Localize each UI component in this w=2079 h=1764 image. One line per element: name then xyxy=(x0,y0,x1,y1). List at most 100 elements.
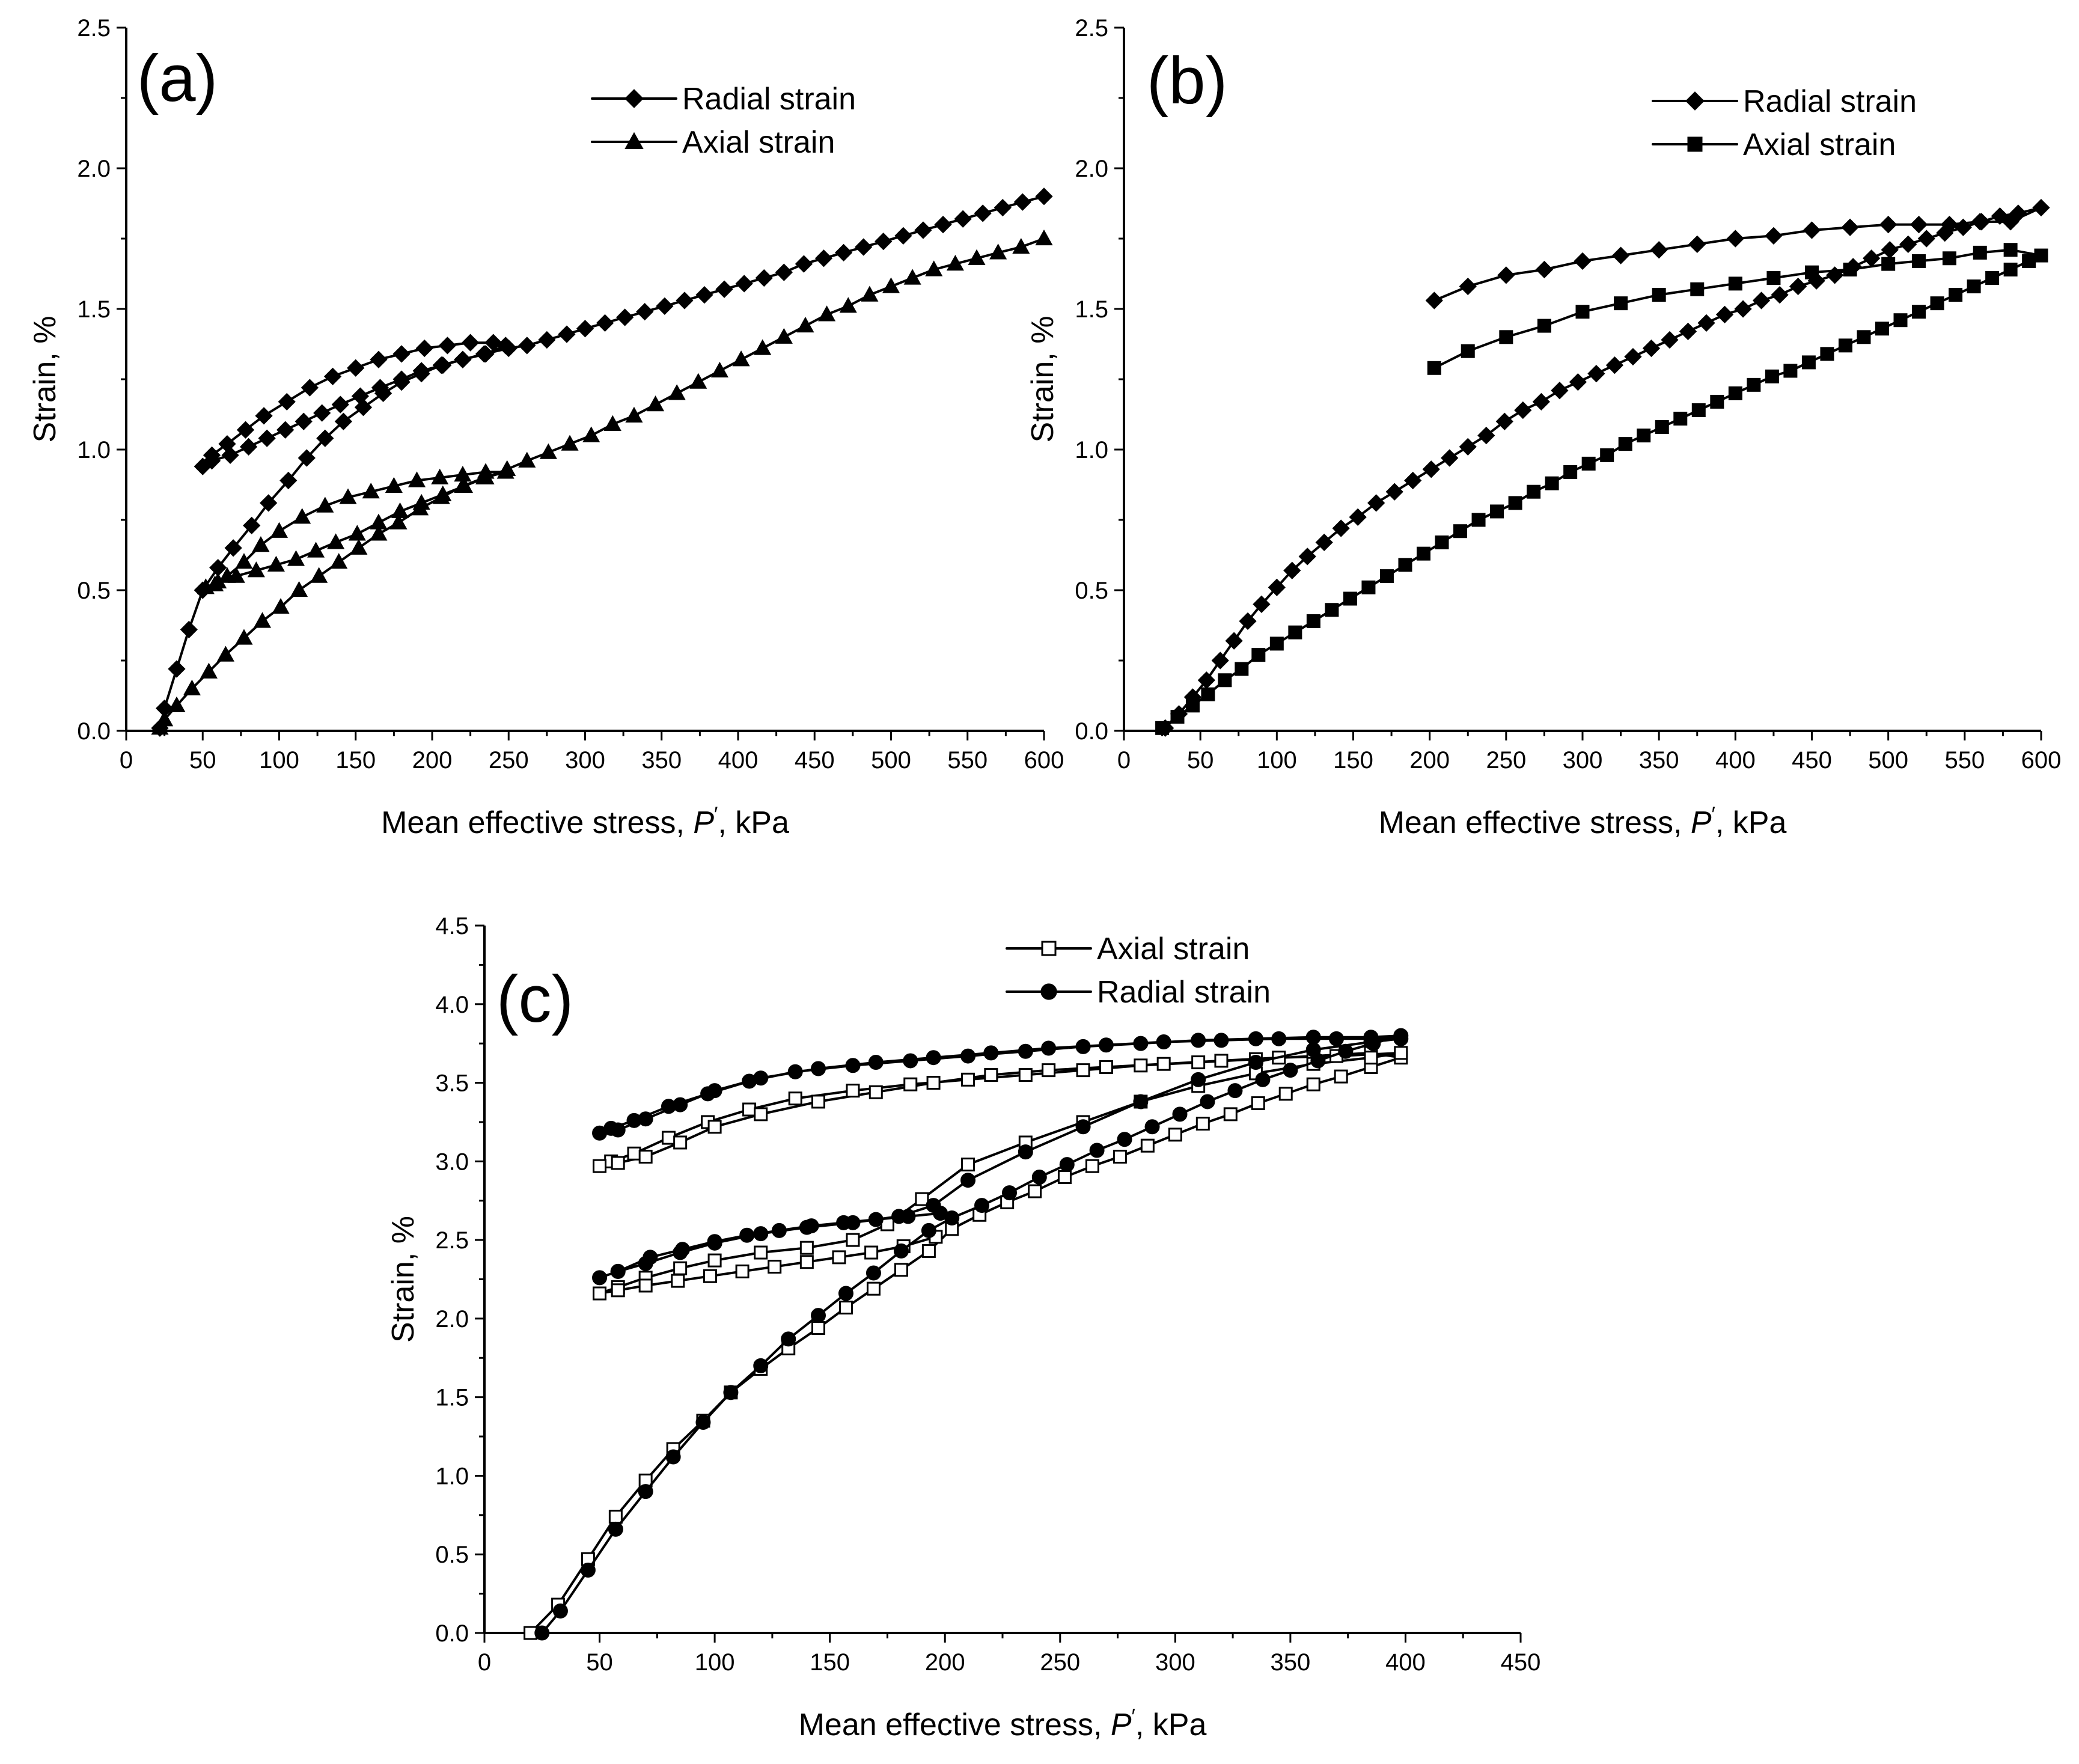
data-point xyxy=(676,291,694,310)
data-point xyxy=(1688,235,1706,253)
data-point xyxy=(1035,229,1053,246)
data-point xyxy=(707,1253,722,1268)
data-point xyxy=(1949,288,1963,302)
x-tick-label: 300 xyxy=(1155,1649,1195,1676)
data-point xyxy=(799,1255,814,1269)
y-tick-label: 2.5 xyxy=(77,15,111,41)
data-point xyxy=(2022,254,2036,268)
x-tick-label: 450 xyxy=(1792,747,1832,774)
data-point xyxy=(1306,1077,1320,1091)
data-point xyxy=(1195,1117,1210,1131)
data-point xyxy=(1499,330,1513,344)
data-point xyxy=(974,1198,990,1213)
data-point xyxy=(673,1135,688,1150)
data-point xyxy=(627,1146,641,1161)
y-axis-title: Strain, % xyxy=(1025,316,1060,443)
data-point xyxy=(983,1045,999,1061)
data-point xyxy=(1013,193,1031,211)
data-point xyxy=(370,350,388,368)
x-tick-label: 300 xyxy=(565,747,605,774)
data-point xyxy=(954,210,972,228)
data-point xyxy=(558,325,576,343)
data-point xyxy=(1089,1143,1105,1158)
data-point xyxy=(1315,533,1333,552)
data-point xyxy=(754,1107,768,1122)
series-line xyxy=(529,1051,1402,1634)
data-point xyxy=(775,263,793,281)
data-point xyxy=(499,339,517,358)
data-point xyxy=(1427,361,1441,375)
data-point xyxy=(1574,252,1592,270)
legend-label: Radial strain xyxy=(1097,975,1271,1010)
data-point xyxy=(742,1102,757,1117)
data-point xyxy=(168,660,186,678)
data-point xyxy=(795,255,813,273)
data-point xyxy=(1306,614,1320,628)
data-point xyxy=(1728,276,1742,291)
data-point xyxy=(258,429,276,447)
data-point xyxy=(818,305,836,322)
data-point xyxy=(1569,373,1587,391)
data-point xyxy=(1881,257,1896,271)
data-point xyxy=(1508,496,1522,510)
y-tick-label: 4.0 xyxy=(435,992,469,1018)
x-axis-title: Mean effective stress, P′, kPa xyxy=(381,803,789,840)
data-point xyxy=(804,1218,819,1234)
data-point xyxy=(392,345,411,363)
panel-label: (c) xyxy=(496,962,573,1036)
data-point xyxy=(1879,215,1897,234)
x-tick-label: 200 xyxy=(925,1649,965,1676)
data-point xyxy=(689,373,707,389)
data-point xyxy=(1661,331,1679,349)
data-point xyxy=(1251,648,1266,662)
legend-marker xyxy=(1040,983,1057,1000)
data-point xyxy=(1697,314,1715,332)
data-point xyxy=(739,1227,755,1243)
legend-label: Radial strain xyxy=(682,82,856,117)
data-point xyxy=(1075,1119,1091,1135)
data-point xyxy=(868,1212,884,1227)
data-point xyxy=(836,1215,852,1230)
data-point xyxy=(869,1085,883,1099)
data-point xyxy=(1459,277,1477,296)
data-point xyxy=(1170,710,1185,724)
data-point xyxy=(638,1278,653,1293)
x-tick-label: 550 xyxy=(1944,747,1985,774)
x-tick-label: 100 xyxy=(695,1649,735,1676)
data-point xyxy=(1471,513,1486,527)
y-tick-label: 3.0 xyxy=(435,1149,469,1175)
data-point xyxy=(665,1449,681,1465)
x-tick-label: 0 xyxy=(1117,747,1131,774)
series-radial-strain xyxy=(151,188,1053,737)
data-point xyxy=(1416,546,1430,561)
data-point xyxy=(754,339,772,355)
data-point xyxy=(216,645,234,662)
data-point xyxy=(1225,632,1243,650)
legend-entry: Axial strain xyxy=(1006,932,1250,966)
data-point xyxy=(811,1321,826,1335)
data-point xyxy=(313,404,331,422)
chart-panel-2: 0 50 100 150 200 250 300 350 400 450 500 550 600 0.0 0… xyxy=(1025,15,2061,840)
y-tick-label: 2.0 xyxy=(77,156,111,182)
data-point xyxy=(900,1209,916,1224)
data-point xyxy=(656,297,674,315)
data-point xyxy=(272,597,290,614)
x-tick-label: 50 xyxy=(189,747,216,774)
data-point xyxy=(933,1206,948,1221)
data-point xyxy=(1271,1031,1287,1046)
data-point xyxy=(392,370,411,388)
data-point xyxy=(811,1308,826,1323)
data-point xyxy=(1942,251,1956,266)
x-tick-label: 150 xyxy=(810,1649,850,1676)
data-point xyxy=(1361,580,1376,594)
data-point xyxy=(961,1072,975,1087)
x-tick-label: 150 xyxy=(1333,747,1373,774)
data-point xyxy=(339,488,357,504)
data-point xyxy=(391,502,409,519)
data-point xyxy=(1652,288,1666,302)
data-point xyxy=(310,567,328,583)
data-point xyxy=(1600,448,1614,462)
data-point xyxy=(593,1159,607,1173)
data-point xyxy=(484,334,502,352)
data-point xyxy=(370,513,388,530)
